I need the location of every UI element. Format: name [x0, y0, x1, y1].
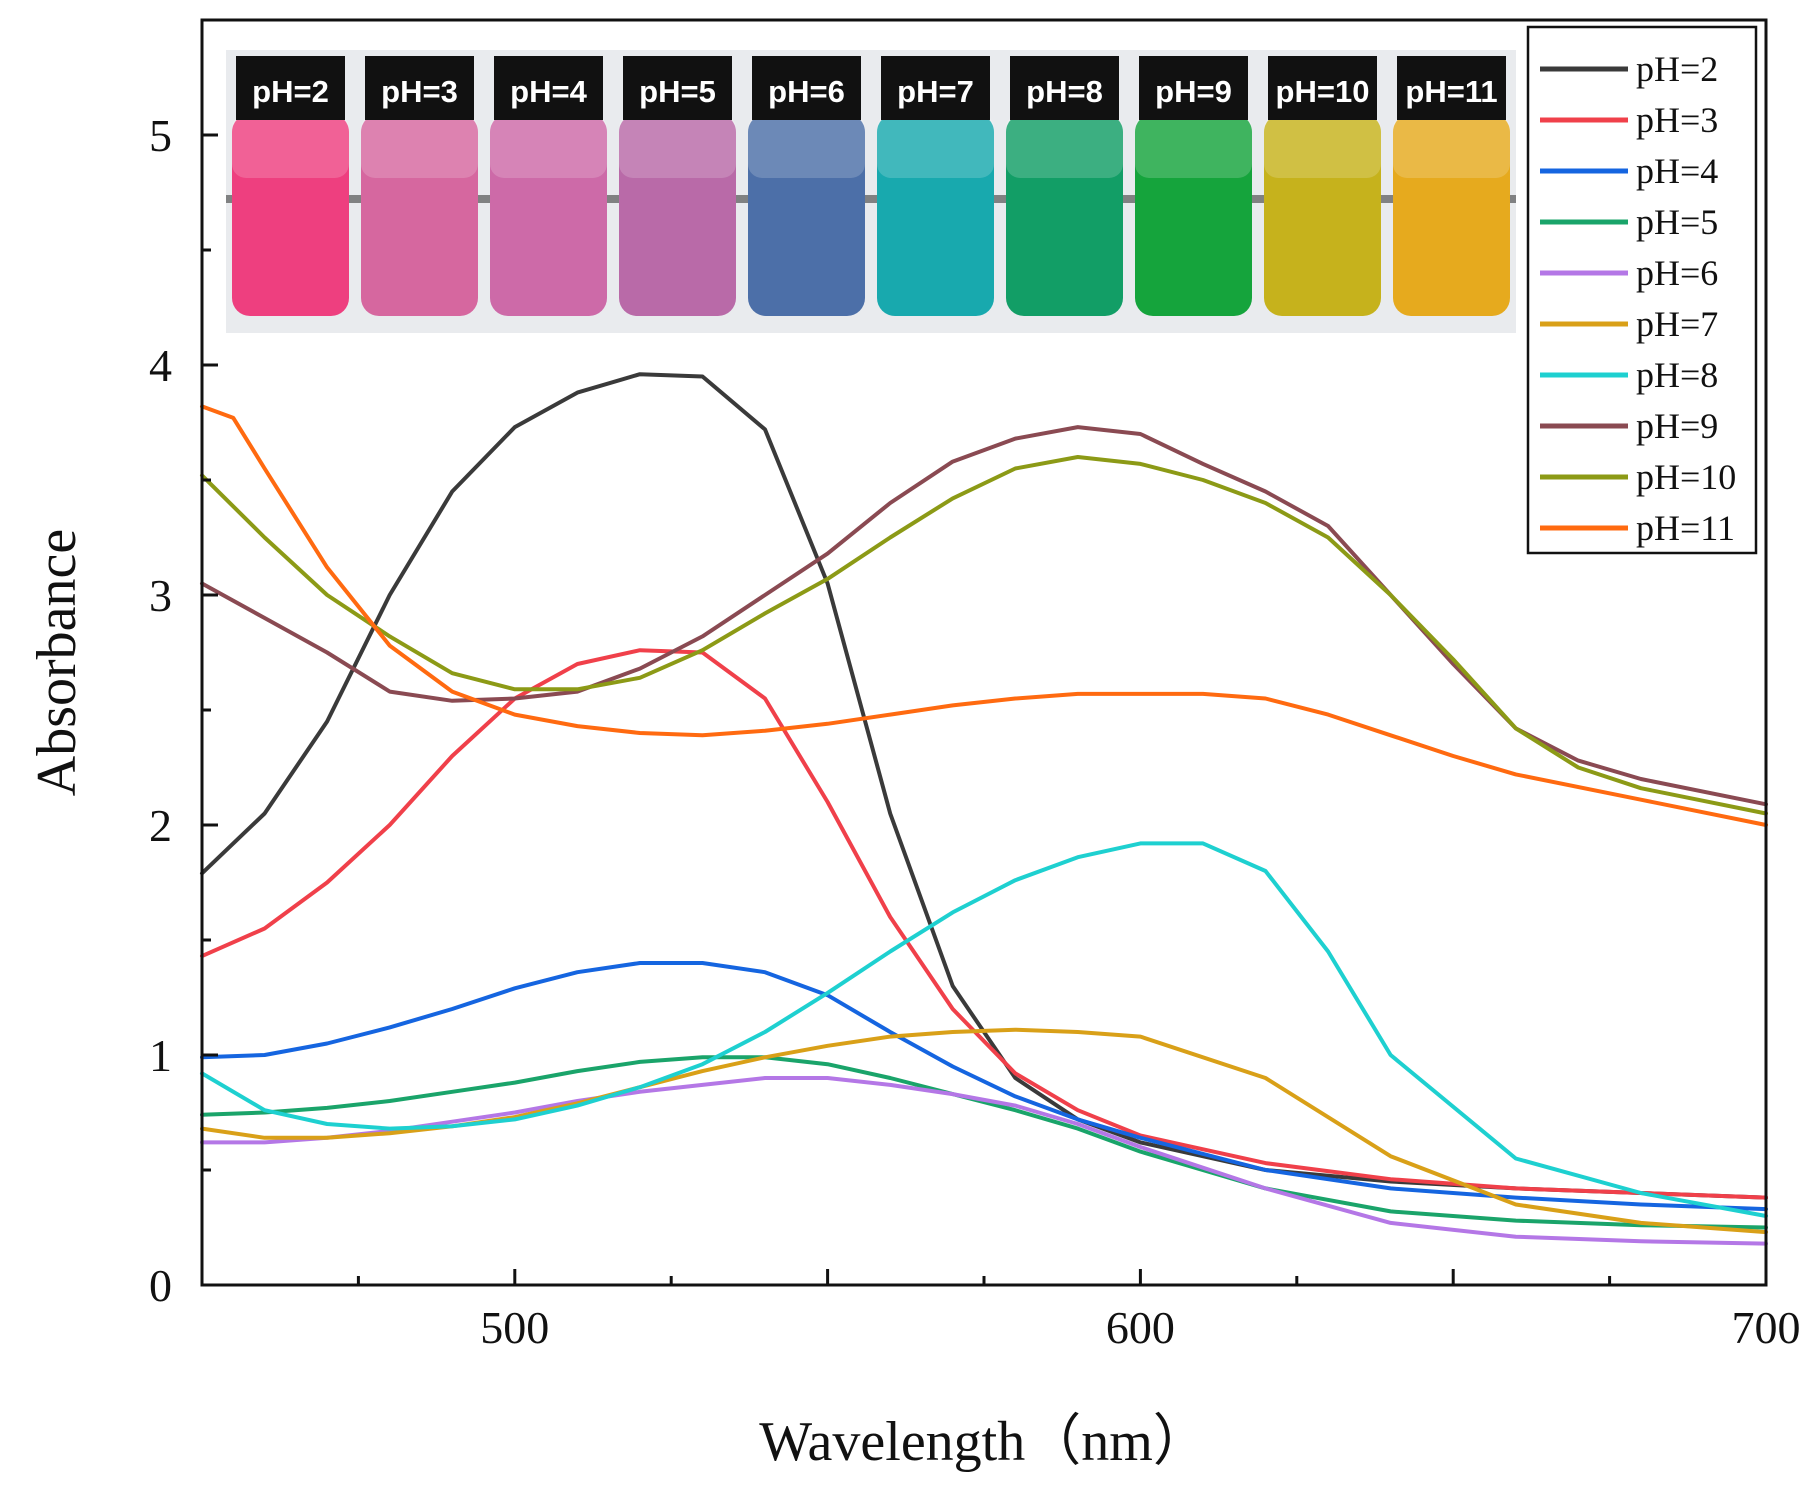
vial: pH=11: [1393, 56, 1510, 316]
y-axis-label: Absorbance: [26, 529, 88, 796]
legend-entry: pH=8: [1540, 355, 1718, 395]
vial-label: pH=3: [381, 74, 458, 109]
vial-liquid: [748, 114, 865, 316]
vial-liquid: [361, 114, 478, 316]
y-tick-label: 0: [149, 1260, 172, 1311]
vial-glass-highlight: [619, 114, 736, 178]
legend-label: pH=6: [1636, 253, 1718, 293]
legend-label: pH=9: [1636, 406, 1718, 446]
vial-glass-highlight: [877, 114, 994, 178]
legend-entry: pH=11: [1540, 508, 1735, 548]
vial-liquid: [1135, 114, 1252, 316]
legend-label: pH=4: [1636, 151, 1718, 191]
x-axis-label: Wavelength（nm）: [759, 1411, 1209, 1473]
vial-label: pH=2: [252, 74, 329, 109]
vial-glass-highlight: [1393, 114, 1510, 178]
vial-liquid: [1006, 114, 1123, 316]
legend-entry: pH=3: [1540, 100, 1718, 140]
vial-cap: [1010, 56, 1119, 120]
legend-entry: pH=10: [1540, 457, 1736, 497]
vial: pH=3: [361, 56, 478, 316]
vial: pH=9: [1135, 56, 1252, 316]
vial-glass-highlight: [748, 114, 865, 178]
vial-cap: [236, 56, 345, 120]
vial-liquid: [877, 114, 994, 316]
vial-glass-highlight: [361, 114, 478, 178]
y-tick-label: 2: [149, 800, 172, 851]
legend-entry: pH=9: [1540, 406, 1718, 446]
y-tick-label: 5: [149, 110, 172, 161]
series-line-pH=7: [200, 1027, 1768, 1235]
vial-liquid: [490, 114, 607, 316]
vial-liquid: [619, 114, 736, 316]
vial-label: pH=11: [1405, 74, 1497, 109]
legend-label: pH=7: [1636, 304, 1718, 344]
vial-cap: [494, 56, 603, 120]
vial-photo-inset: pH=2 pH=3 pH=4 pH=5 pH=6 pH=7 pH=8 pH=9 pH=10 pH=…: [226, 50, 1516, 333]
legend-entry: pH=2: [1540, 49, 1718, 89]
vial-glass-highlight: [1264, 114, 1381, 178]
x-tick-label: 500: [480, 1302, 549, 1353]
legend-entry: pH=4: [1540, 151, 1718, 191]
x-tick-label: 700: [1732, 1302, 1801, 1353]
vial: pH=10: [1264, 56, 1381, 316]
vial-label: pH=10: [1276, 74, 1370, 109]
legend-label: pH=10: [1636, 457, 1736, 497]
legend: pH=2 pH=3 pH=4 pH=5 pH=6 pH=7 pH=8 pH=9 pH=10 pH=…: [1526, 25, 1758, 555]
series-line-pH=10: [200, 455, 1768, 816]
vial-label: pH=9: [1155, 74, 1232, 109]
vial: pH=7: [877, 56, 994, 316]
series-line-pH=11: [200, 404, 1768, 827]
vial-glass-highlight: [490, 114, 607, 178]
legend-label: pH=2: [1636, 49, 1718, 89]
vial-glass-highlight: [232, 114, 349, 178]
series-line-pH=8: [200, 841, 1768, 1218]
vial-cap: [752, 56, 861, 120]
vial-liquid: [1393, 114, 1510, 316]
vial-glass-highlight: [1006, 114, 1123, 178]
legend-label: pH=8: [1636, 355, 1718, 395]
vial-label: pH=8: [1026, 74, 1103, 109]
vial: pH=2: [232, 56, 349, 316]
plot-area: [200, 372, 1768, 1246]
vial-label: pH=4: [510, 74, 587, 109]
legend-label: pH=5: [1636, 202, 1718, 242]
vial-liquid: [232, 114, 349, 316]
series-line-pH=5: [200, 1055, 1768, 1230]
vial-label: pH=5: [639, 74, 716, 109]
y-tick-label: 3: [149, 570, 172, 621]
vial-liquid: [1264, 114, 1381, 316]
legend-box: [1526, 25, 1758, 555]
vial: pH=8: [1006, 56, 1123, 316]
legend-entry: pH=7: [1540, 304, 1718, 344]
vial-cap: [1139, 56, 1248, 120]
inset-shelf: [226, 195, 1516, 203]
vial-glass-highlight: [1135, 114, 1252, 178]
vial: pH=4: [490, 56, 607, 316]
vial-cap: [1268, 56, 1377, 120]
vial-cap: [365, 56, 474, 120]
vial-cap: [881, 56, 990, 120]
series-line-pH=2: [200, 372, 1768, 1200]
vial-cap: [1397, 56, 1506, 120]
series-line-pH=9: [200, 425, 1768, 807]
legend-entry: pH=6: [1540, 253, 1718, 293]
vial-label: pH=6: [768, 74, 845, 109]
vial: pH=5: [619, 56, 736, 316]
y-tick-label: 4: [149, 340, 172, 391]
series-line-pH=4: [200, 961, 1768, 1212]
y-tick-label: 1: [149, 1030, 172, 1081]
axes: 500 600 700 0 1 2 3 4 5: [149, 18, 1801, 1353]
legend-label: pH=11: [1636, 508, 1735, 548]
vial: pH=6: [748, 56, 865, 316]
x-tick-label: 600: [1106, 1302, 1175, 1353]
legend-label: pH=3: [1636, 100, 1718, 140]
series-line-pH=3: [200, 648, 1768, 1200]
legend-entry: pH=5: [1540, 202, 1718, 242]
vial-cap: [623, 56, 732, 120]
vial-label: pH=7: [897, 74, 974, 109]
